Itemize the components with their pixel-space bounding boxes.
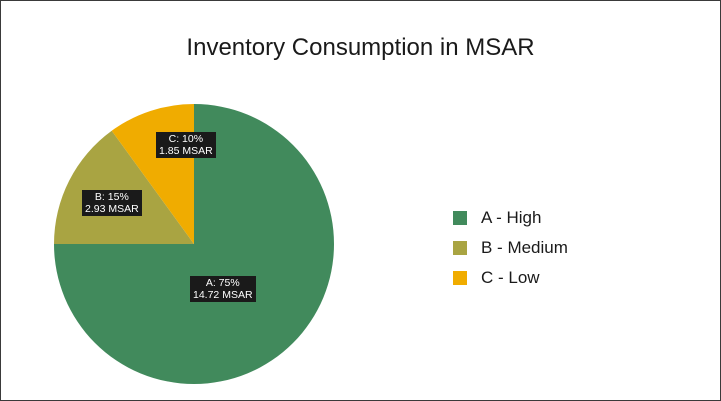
chart-title: Inventory Consumption in MSAR [186, 34, 535, 61]
data-label-c: C: 10% 1.85 MSAR [156, 132, 216, 158]
data-label-c-value: 1.85 MSAR [159, 145, 213, 157]
legend-label-b: B - Medium [481, 238, 568, 257]
legend-swatch-b [453, 241, 467, 255]
data-label-c-percent: C: 10% [168, 133, 204, 145]
chart-legend: A - High B - Medium C - Low [453, 203, 568, 293]
data-label-a: A: 75% 14.72 MSAR [190, 276, 256, 302]
data-label-b-percent: B: 15% [94, 191, 129, 203]
data-label-a-value: 14.72 MSAR [193, 289, 253, 301]
data-label-a-percent: A: 75% [205, 277, 240, 289]
legend-swatch-c [453, 271, 467, 285]
legend-item-b: B - Medium [453, 233, 568, 263]
legend-label-a: A - High [481, 208, 542, 227]
legend-swatch-a [453, 211, 467, 225]
data-label-b-value: 2.93 MSAR [85, 203, 139, 215]
legend-item-a: A - High [453, 203, 568, 233]
legend-item-c: C - Low [453, 263, 568, 293]
data-label-b: B: 15% 2.93 MSAR [82, 190, 142, 216]
legend-label-c: C - Low [481, 268, 540, 287]
